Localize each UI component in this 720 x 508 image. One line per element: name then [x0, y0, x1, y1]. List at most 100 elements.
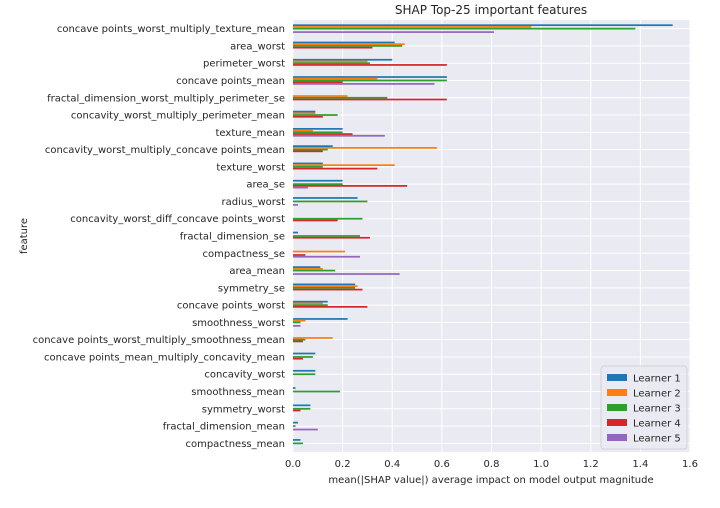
bar — [293, 46, 373, 49]
bar — [293, 352, 316, 355]
bar — [293, 24, 673, 27]
bar — [293, 148, 328, 151]
bar — [293, 235, 360, 237]
x-tick-label: 0.2 — [335, 459, 351, 470]
bar — [293, 26, 532, 28]
bar — [293, 27, 636, 30]
bar — [293, 217, 363, 220]
bar — [293, 41, 395, 44]
legend-label: Learner 3 — [633, 404, 681, 415]
bar — [293, 407, 311, 410]
y-tick-label: concavity_worst_diff_concave points_wors… — [70, 214, 285, 225]
legend-label: Learner 5 — [633, 434, 681, 445]
y-tick-label: area_worst — [230, 41, 285, 52]
bar — [293, 369, 316, 372]
bar — [293, 285, 358, 287]
bar — [293, 164, 395, 167]
x-tick-label: 1.0 — [533, 459, 549, 470]
bar — [293, 62, 370, 65]
y-tick-label: compactness_mean — [185, 439, 285, 450]
x-tick-label: 0.0 — [285, 459, 301, 470]
bar — [293, 373, 316, 376]
bar — [293, 128, 343, 130]
bar — [293, 96, 388, 99]
x-tick-label: 0.4 — [384, 459, 400, 470]
y-tick-label: concave points_worst_multiply_smoothness… — [33, 335, 285, 346]
bar — [293, 133, 353, 135]
bar — [293, 31, 494, 33]
bar — [293, 145, 333, 148]
y-tick-label: symmetry_se — [218, 283, 285, 294]
y-tick-label: smoothness_worst — [192, 318, 285, 329]
bar — [293, 231, 298, 234]
bar — [293, 356, 313, 358]
bar — [293, 79, 447, 82]
bar — [293, 43, 405, 46]
y-tick-label: concavity_worst_multiply_concave points_… — [45, 145, 285, 156]
y-tick-label: radius_worst — [222, 197, 286, 208]
bar — [293, 305, 368, 308]
legend-swatch — [607, 389, 627, 396]
bar — [293, 273, 400, 275]
bar — [293, 428, 318, 431]
bar — [293, 321, 301, 324]
bar — [293, 129, 313, 132]
bar — [293, 324, 301, 327]
bar — [293, 269, 336, 272]
bar — [293, 390, 341, 393]
bar — [293, 200, 368, 203]
bar — [293, 318, 348, 320]
x-tick-label: 1.2 — [583, 459, 599, 470]
bar — [293, 442, 303, 445]
bar — [293, 81, 343, 84]
bar — [293, 439, 301, 441]
bar — [293, 60, 368, 63]
bar — [293, 112, 316, 115]
bar — [293, 219, 338, 222]
y-axis-label: feature — [19, 218, 30, 254]
x-tick-label: 0.6 — [434, 459, 450, 470]
x-tick-label: 1.4 — [632, 459, 648, 470]
bar — [293, 425, 296, 427]
legend-swatch — [607, 419, 627, 426]
bar — [293, 283, 356, 286]
x-tick-label: 1.6 — [682, 459, 698, 470]
bar — [293, 77, 378, 80]
y-tick-label: smoothness_mean — [191, 387, 285, 398]
bar — [293, 236, 370, 239]
bar — [293, 76, 447, 78]
legend-label: Learner 2 — [633, 389, 681, 400]
y-ticks: concave points_worst_multiply_texture_me… — [33, 24, 285, 450]
bar — [293, 286, 356, 289]
bar — [293, 115, 323, 118]
bar — [293, 288, 363, 291]
bar — [293, 254, 306, 256]
y-tick-label: area_se — [246, 180, 285, 191]
bar — [293, 58, 393, 61]
chart-title: SHAP Top-25 important features — [395, 3, 587, 17]
bar — [293, 167, 378, 170]
bar — [293, 114, 338, 116]
y-tick-label: texture_mean — [216, 128, 285, 139]
bar — [293, 64, 447, 66]
bars — [293, 24, 673, 445]
bar — [293, 98, 447, 101]
y-tick-label: concave points_worst_multiply_texture_me… — [57, 24, 285, 35]
bar — [293, 131, 343, 134]
y-tick-label: fractal_dimension_se — [180, 232, 285, 243]
bar — [293, 110, 316, 113]
bar — [293, 357, 303, 360]
bar — [293, 250, 346, 253]
bar — [293, 134, 385, 137]
bar — [293, 266, 321, 268]
bar — [293, 302, 323, 305]
bar — [293, 95, 348, 97]
bar — [293, 204, 298, 206]
bar — [293, 340, 303, 343]
bar — [293, 404, 311, 407]
bar — [293, 150, 323, 153]
bar — [293, 338, 306, 341]
bar — [293, 166, 323, 168]
